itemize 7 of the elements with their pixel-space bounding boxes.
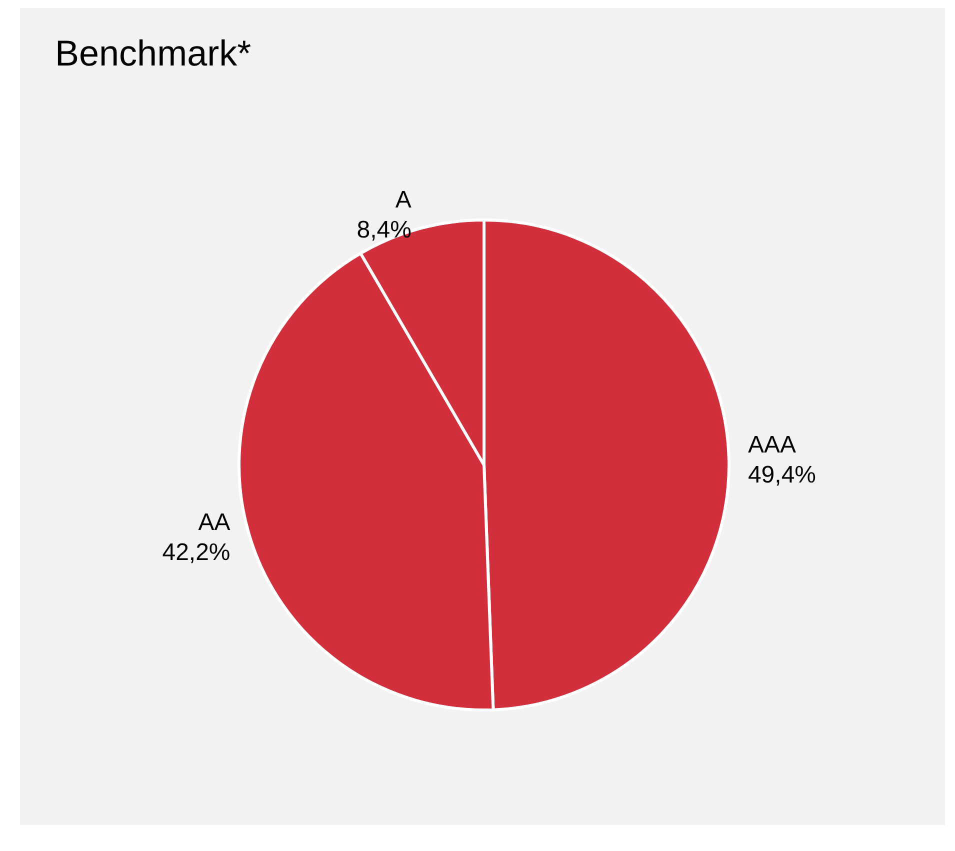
slice-label: AA: [198, 508, 230, 536]
chart-title: Benchmark*: [55, 32, 252, 74]
slice-label: A: [395, 186, 412, 214]
data-label: 49,4%: [748, 462, 816, 489]
slice-label: AAA: [748, 432, 796, 459]
data-label: 8,4%: [356, 216, 412, 244]
data-label: 42,2%: [162, 538, 230, 566]
